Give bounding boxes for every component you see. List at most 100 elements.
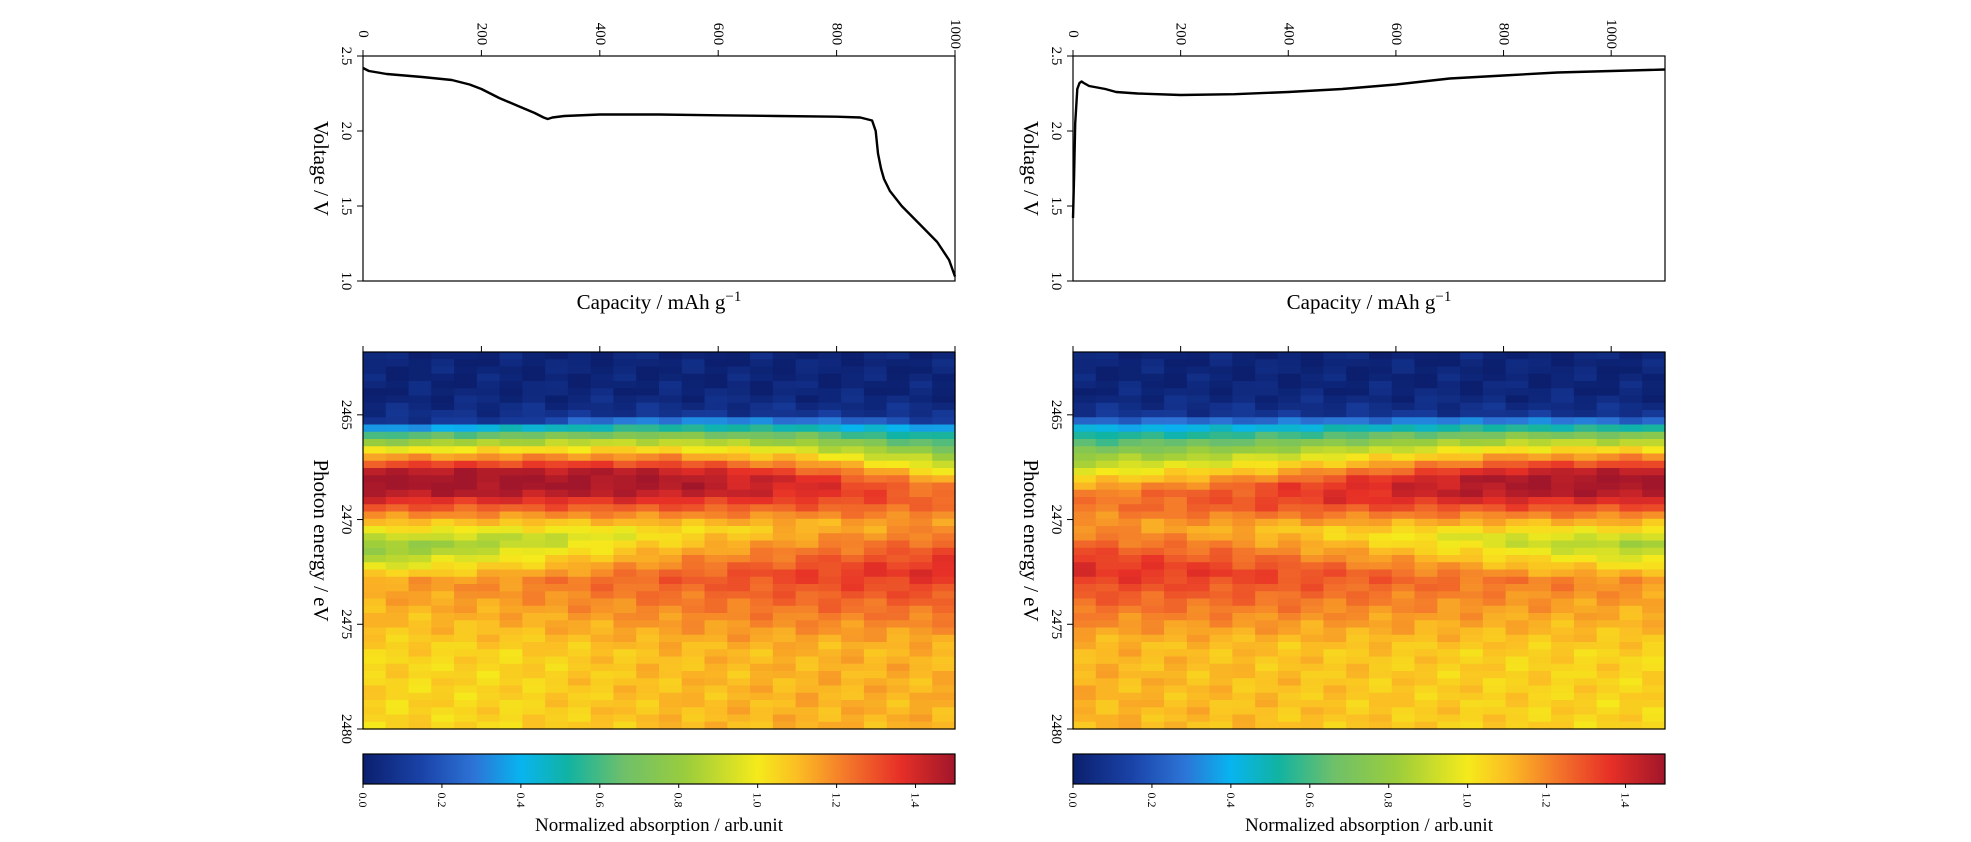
heatmap-cell <box>567 439 592 447</box>
heatmap-cell <box>1414 721 1438 730</box>
heatmap-cell <box>1573 511 1598 520</box>
heatmap-cell <box>1414 439 1438 447</box>
heatmap-cell <box>1323 562 1347 571</box>
heatmap-cell <box>454 547 478 556</box>
heatmap-cell <box>1346 359 1370 368</box>
heatmap-cell <box>1186 395 1211 404</box>
heatmap-cell <box>1186 482 1211 491</box>
heatmap-cell <box>1642 533 1666 542</box>
heatmap-cell <box>1369 584 1393 592</box>
heatmap-cell <box>1118 504 1142 513</box>
heatmap-cell <box>476 692 501 701</box>
heatmap-cell <box>1596 678 1621 687</box>
heatmap-cell <box>1482 627 1507 636</box>
heatmap-cell <box>1482 388 1507 397</box>
heatmap-cell <box>1095 671 1120 679</box>
heatmap-cell <box>385 359 410 368</box>
heatmap-cell <box>1255 685 1279 694</box>
heatmap-cell <box>567 424 592 433</box>
heatmap-cell <box>545 431 569 440</box>
heatmap-cell <box>1209 446 1233 455</box>
heatmap-cell <box>795 540 819 549</box>
heatmap-cell <box>1369 402 1393 411</box>
heatmap-cell <box>727 381 751 389</box>
heatmap-cell <box>772 663 797 672</box>
heatmap-cell <box>1186 663 1211 672</box>
heatmap-cell <box>863 453 888 462</box>
heatmap-cell <box>1369 700 1393 708</box>
heatmap-cell <box>659 395 683 404</box>
heatmap-cell <box>659 576 683 585</box>
heatmap-cell <box>545 692 569 701</box>
heatmap-cell <box>909 663 933 672</box>
heatmap-cell <box>1346 721 1370 730</box>
heatmap-cell <box>636 591 660 600</box>
heatmap-cell <box>1596 518 1621 527</box>
heatmap-cell <box>408 584 432 592</box>
plot-frame <box>1072 55 1666 282</box>
heatmap-cell <box>1619 359 1643 368</box>
heatmap-cell <box>1073 424 1097 433</box>
heatmap-cell <box>863 518 888 527</box>
heatmap-cell <box>567 671 592 679</box>
heatmap-cell <box>613 460 637 469</box>
heatmap-cell <box>1573 700 1598 708</box>
heatmap-cell <box>1369 439 1393 447</box>
heatmap-cell <box>431 569 455 578</box>
heatmap-cell <box>1346 402 1370 411</box>
heatmap-cell <box>795 402 819 411</box>
heatmap-cell <box>863 540 888 549</box>
heatmap-cell <box>454 671 478 679</box>
heatmap-cell <box>1164 620 1188 629</box>
heatmap-cell <box>1346 613 1370 621</box>
heatmap-cell <box>363 446 387 455</box>
heatmap-cell <box>1186 555 1211 563</box>
heatmap-cell <box>1596 352 1621 360</box>
heatmap-cell <box>1073 526 1097 534</box>
heatmap-cell <box>1369 518 1393 527</box>
heatmap-cell <box>772 562 797 571</box>
heatmap-cell <box>1095 642 1120 650</box>
heatmap-cell <box>841 460 865 469</box>
heatmap-cell <box>659 591 683 600</box>
heatmap-cell <box>818 489 842 498</box>
y-tick-label: 2.0 <box>338 122 354 141</box>
heatmap-cell <box>704 439 728 447</box>
heatmap-cell <box>1164 562 1188 571</box>
heatmap-cell <box>636 359 660 368</box>
heatmap-cell <box>1323 663 1347 672</box>
heatmap-cell <box>1300 671 1325 679</box>
heatmap-cell <box>681 598 706 607</box>
heatmap-cell <box>1255 489 1279 498</box>
heatmap-cell <box>1164 634 1188 643</box>
heatmap-cell <box>841 410 865 418</box>
heatmap-cell <box>1505 663 1529 672</box>
heatmap-cell <box>1482 671 1507 679</box>
heatmap-cell <box>727 475 751 484</box>
heatmap-cell <box>545 678 569 687</box>
heatmap-cell <box>522 402 546 411</box>
heatmap-cell <box>704 446 728 455</box>
heatmap-cell <box>1551 540 1575 549</box>
heatmap-cell <box>1619 424 1643 433</box>
heatmap-cell <box>932 410 956 418</box>
heatmap-cell <box>1573 446 1598 455</box>
heatmap-cell <box>681 352 706 360</box>
heatmap-cell <box>704 656 728 665</box>
heatmap-cell <box>431 576 455 585</box>
heatmap-cell <box>1414 562 1438 571</box>
heatmap-cell <box>727 482 751 491</box>
heatmap-cell <box>363 395 387 404</box>
heatmap-cell <box>1437 685 1461 694</box>
heatmap-cell <box>1482 562 1507 571</box>
heatmap-cell <box>1095 475 1120 484</box>
heatmap-cell <box>1642 460 1666 469</box>
heatmap-cell <box>1619 431 1643 440</box>
heatmap-cell <box>1642 540 1666 549</box>
heatmap-cell <box>750 598 774 607</box>
heatmap-cell <box>1186 352 1211 360</box>
heatmap-cell <box>863 642 888 650</box>
heatmap-cell <box>431 598 455 607</box>
heatmap-cell <box>1642 707 1666 716</box>
heatmap-cell <box>613 627 637 636</box>
